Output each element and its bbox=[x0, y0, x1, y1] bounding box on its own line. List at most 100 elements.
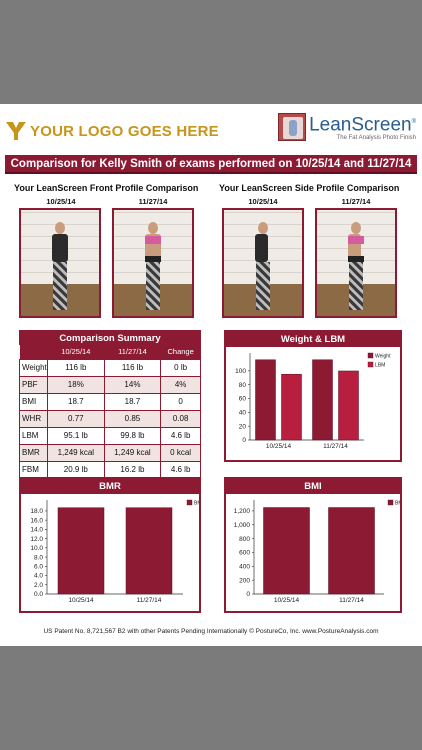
y-tick-label: 4.0 bbox=[34, 573, 43, 580]
summary-col-header bbox=[19, 345, 48, 359]
logo-text: YOUR LOGO GOES HERE bbox=[30, 122, 219, 140]
patent-footer: US Patent No. 8,721,567 B2 with other Pa… bbox=[43, 628, 379, 635]
summary-cell: 1,249 kcal bbox=[47, 443, 105, 462]
legend-swatch bbox=[186, 499, 193, 506]
y-tick-label: 16.0 bbox=[30, 517, 43, 524]
y-tick-label: 600 bbox=[239, 550, 250, 557]
summary-cell: 14% bbox=[103, 375, 162, 394]
bmr-chart: BMR 0.0 2.0 4.0 6.0 8.0 10.0 12.0 14.0 16.0 18.0 1… bbox=[19, 477, 201, 613]
summary-row-label: BMI bbox=[19, 392, 48, 411]
y-tick-label: 80 bbox=[239, 382, 247, 389]
logo-y-icon bbox=[6, 122, 26, 140]
report-sheet: YOUR LOGO GOES HERE LeanScreen® The Fat … bbox=[0, 104, 422, 646]
chart-title: BMI bbox=[226, 479, 400, 494]
summary-col-header: 10/25/14 bbox=[47, 345, 105, 359]
bar-bmr bbox=[263, 507, 310, 595]
x-tick-label: 11/27/14 bbox=[323, 443, 348, 450]
bmi-chart: BMI 0 200 400 600 800 1,000 1,200 10/25/14 11/27… bbox=[224, 477, 402, 613]
summary-col-header: 11/27/14 bbox=[104, 345, 161, 359]
y-tick-label: 2.0 bbox=[34, 582, 43, 589]
summary-table: 10/25/14 11/27/14 Change Weight 116 lb 116… bbox=[19, 345, 201, 479]
y-tick-label: 10.0 bbox=[30, 545, 43, 552]
summary-cell: 18% bbox=[47, 375, 105, 394]
bar-bmi bbox=[57, 507, 105, 595]
legend-swatch bbox=[367, 361, 374, 368]
summary-cell: 0 bbox=[160, 392, 201, 411]
summary-row-label: WHR bbox=[19, 409, 48, 428]
legend-label: Weight bbox=[375, 354, 391, 360]
front-date-1: 10/25/14 bbox=[46, 197, 76, 206]
legend-swatch bbox=[387, 499, 394, 506]
y-tick-label: 18.0 bbox=[30, 508, 43, 515]
summary-cell: 116 lb bbox=[47, 358, 105, 377]
comparison-summary: Comparison Summary 10/25/14 11/27/14 Cha… bbox=[19, 330, 201, 479]
summary-row: WHR 0.77 0.85 0.08 bbox=[19, 409, 201, 428]
summary-cell: 4.6 lb bbox=[160, 426, 201, 445]
summary-title: Comparison Summary bbox=[19, 330, 201, 345]
front-profile-title: Your LeanScreen Front Profile Comparison bbox=[14, 183, 199, 193]
summary-row: FBM 20.9 lb 16.2 lb 4.6 lb bbox=[19, 460, 201, 479]
summary-cell: 0.77 bbox=[47, 409, 105, 428]
bar-bmi bbox=[125, 507, 173, 595]
summary-row-label: FBM bbox=[19, 460, 48, 479]
y-tick-label: 1,000 bbox=[234, 522, 251, 529]
summary-row-label: BMR bbox=[19, 443, 48, 462]
front-photo-2 bbox=[112, 208, 194, 318]
bar-lbm bbox=[281, 373, 302, 441]
report-banner: Comparison for Kelly Smith of exams perf… bbox=[5, 155, 417, 174]
weight-lbm-plot: 0 20 40 60 80 100 10/25/14 11/27/14 Weight LBM bbox=[235, 352, 391, 450]
y-tick-label: 0.0 bbox=[34, 591, 43, 598]
brand-name: LeanScreen® bbox=[309, 114, 416, 136]
leanscreen-logo-icon bbox=[278, 113, 307, 141]
side-profile-title: Your LeanScreen Side Profile Comparison bbox=[219, 183, 400, 193]
summary-row-label: Weight bbox=[19, 358, 48, 377]
side-date-1: 10/25/14 bbox=[248, 197, 278, 206]
x-tick-label: 10/25/14 bbox=[266, 443, 292, 450]
summary-row: Weight 116 lb 116 lb 0 lb bbox=[19, 358, 201, 377]
leanscreen-brand: LeanScreen® The Fat Analysis Photo Finis… bbox=[278, 112, 416, 142]
summary-cell: 20.9 lb bbox=[47, 460, 105, 479]
y-tick-label: 12.0 bbox=[30, 536, 43, 543]
x-tick-label: 11/27/14 bbox=[339, 597, 364, 604]
y-tick-label: 20 bbox=[239, 423, 247, 430]
y-tick-label: 8.0 bbox=[34, 554, 43, 561]
summary-row: LBM 95.1 lb 99.8 lb 4.6 lb bbox=[19, 426, 201, 445]
summary-cell: 0.08 bbox=[160, 409, 201, 428]
bmr-plot: 0.0 2.0 4.0 6.0 8.0 10.0 12.0 14.0 16.0 18.0 10/25… bbox=[30, 499, 199, 604]
legend-label: LBM bbox=[375, 363, 385, 369]
x-tick-label: 10/25/14 bbox=[274, 597, 300, 604]
x-tick-label: 10/25/14 bbox=[68, 597, 94, 604]
summary-cell: 18.7 bbox=[47, 392, 105, 411]
y-tick-label: 800 bbox=[239, 536, 250, 543]
summary-cell: 0.85 bbox=[103, 409, 162, 428]
y-tick-label: 400 bbox=[239, 564, 250, 571]
summary-cell: 16.2 lb bbox=[103, 460, 162, 479]
y-tick-label: 60 bbox=[239, 396, 247, 403]
y-tick-label: 200 bbox=[239, 577, 250, 584]
summary-cell: 4.6 lb bbox=[160, 460, 201, 479]
x-tick-label: 11/27/14 bbox=[137, 597, 162, 604]
summary-row-label: LBM bbox=[19, 426, 48, 445]
summary-cell: 1,249 kcal bbox=[103, 443, 162, 462]
y-tick-label: 6.0 bbox=[34, 564, 43, 571]
brand-tagline: The Fat Analysis Photo Finish bbox=[336, 134, 416, 141]
front-date-2: 11/27/14 bbox=[138, 197, 168, 206]
placeholder-logo: YOUR LOGO GOES HERE bbox=[6, 122, 219, 140]
summary-col-header: Change bbox=[160, 345, 201, 359]
bar-weight bbox=[255, 359, 276, 441]
bar-lbm bbox=[338, 370, 359, 441]
y-tick-label: 14.0 bbox=[30, 527, 43, 534]
y-tick-label: 40 bbox=[239, 410, 247, 417]
front-photo-1 bbox=[19, 208, 101, 318]
chart-title: BMR bbox=[21, 479, 199, 494]
summary-cell: 0 kcal bbox=[160, 443, 201, 462]
summary-cell: 116 lb bbox=[103, 358, 162, 377]
y-tick-label: 100 bbox=[235, 368, 246, 375]
summary-cell: 95.1 lb bbox=[47, 426, 105, 445]
y-tick-label: 0 bbox=[246, 591, 250, 598]
bmi-plot: 0 200 400 600 800 1,000 1,200 10/25/14 11/27/14 B… bbox=[234, 499, 400, 604]
summary-row: BMR 1,249 kcal 1,249 kcal 0 kcal bbox=[19, 443, 201, 462]
summary-cell: 4% bbox=[160, 375, 201, 394]
chart-title: Weight & LBM bbox=[226, 332, 400, 347]
side-photo-1 bbox=[222, 208, 304, 318]
